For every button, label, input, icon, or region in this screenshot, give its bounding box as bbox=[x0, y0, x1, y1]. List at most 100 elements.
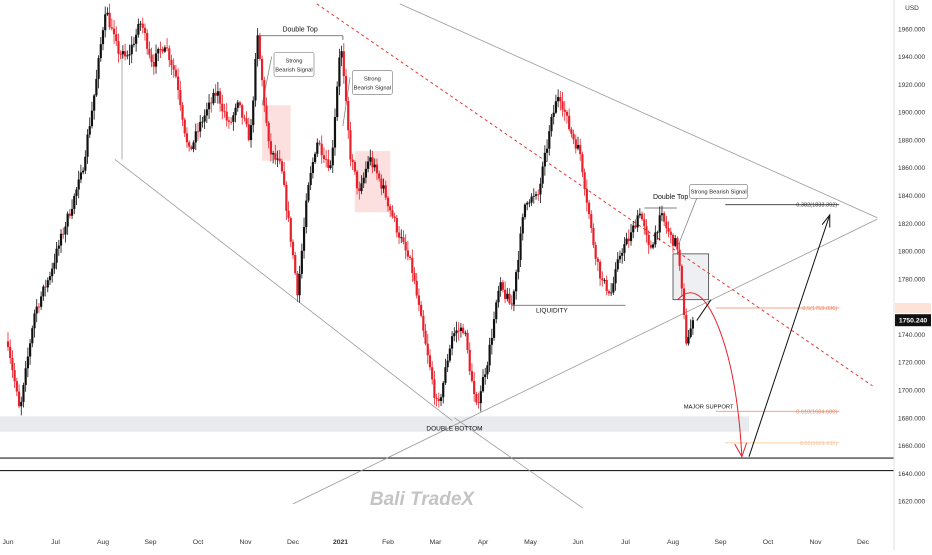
x-tick-label: Sep bbox=[714, 539, 726, 546]
candle-body bbox=[554, 101, 558, 113]
candle-body bbox=[24, 368, 27, 385]
x-tick-label: Oct bbox=[763, 539, 774, 546]
candle-body bbox=[559, 97, 562, 102]
candle-body bbox=[183, 119, 186, 134]
rising-trendline bbox=[292, 218, 878, 505]
x-tick-label: Jul bbox=[621, 539, 630, 546]
candle-body bbox=[53, 262, 56, 269]
x-tick-label: Mar bbox=[430, 539, 442, 546]
candle-body bbox=[685, 314, 688, 344]
candle-body bbox=[137, 23, 140, 35]
candle-body bbox=[203, 115, 206, 122]
y-tick-label: 1740.000 bbox=[898, 332, 925, 339]
candle-body bbox=[402, 237, 405, 242]
y-tick-label: 1640.000 bbox=[898, 471, 925, 478]
bearish-signal-label-box bbox=[273, 52, 315, 77]
candle-body bbox=[316, 142, 319, 154]
candle-body bbox=[477, 402, 480, 404]
candle-body bbox=[408, 256, 412, 258]
candle-body bbox=[484, 374, 487, 378]
candle-body bbox=[296, 273, 299, 296]
candle-body bbox=[267, 122, 270, 142]
candle-body bbox=[33, 313, 36, 329]
candle-body bbox=[152, 62, 155, 67]
liquidity-label: LIQUIDITY bbox=[536, 307, 568, 314]
candle-body bbox=[632, 225, 635, 233]
candle-body bbox=[397, 232, 401, 238]
x-tick-label: Dec bbox=[857, 539, 870, 546]
candle-body bbox=[245, 118, 248, 125]
fib-label: 0.618(1684.680) bbox=[796, 409, 837, 415]
bearish-signal-label-box bbox=[689, 184, 748, 199]
candle-body bbox=[406, 250, 409, 257]
candle-body bbox=[119, 53, 122, 55]
candle-body bbox=[59, 233, 63, 246]
candle-body bbox=[534, 194, 538, 196]
candle-body bbox=[148, 48, 151, 55]
candle-body bbox=[665, 221, 668, 229]
candle-body bbox=[90, 110, 94, 127]
callout-line bbox=[342, 77, 351, 127]
candle-body bbox=[327, 159, 330, 168]
candle-body bbox=[280, 161, 284, 172]
candle-body bbox=[106, 12, 109, 15]
candle-body bbox=[687, 336, 690, 344]
candle-body bbox=[543, 152, 546, 167]
candle-body bbox=[265, 105, 268, 123]
candle-body bbox=[523, 204, 527, 218]
candle-body bbox=[594, 245, 597, 259]
candle-body bbox=[623, 244, 626, 253]
candle-body bbox=[177, 76, 180, 91]
candle-body bbox=[601, 278, 604, 281]
double-top-label: Double Top bbox=[653, 194, 688, 201]
candle-body bbox=[329, 165, 332, 168]
candle-body bbox=[380, 178, 383, 189]
candle-body bbox=[165, 47, 169, 49]
candle-body bbox=[654, 232, 657, 245]
candle-body bbox=[313, 153, 317, 163]
candle-body bbox=[26, 356, 29, 369]
candle-body bbox=[386, 197, 390, 207]
candle-body bbox=[466, 332, 469, 351]
candle-body bbox=[570, 129, 573, 134]
candle-body bbox=[62, 233, 65, 235]
candle-body bbox=[503, 289, 507, 299]
x-tick-label: Nov bbox=[809, 539, 822, 546]
candle-body bbox=[444, 367, 447, 383]
candle-body bbox=[212, 92, 215, 104]
candle-body bbox=[112, 28, 116, 35]
candle-body bbox=[225, 111, 228, 121]
candle-body bbox=[488, 344, 491, 366]
candle-body bbox=[417, 295, 421, 305]
y-tick-label: 1880.000 bbox=[898, 137, 925, 144]
candle-body bbox=[375, 164, 379, 174]
candle-body bbox=[40, 296, 43, 307]
candle-body bbox=[256, 35, 259, 59]
currency-label: USD bbox=[905, 5, 919, 12]
candle-body bbox=[605, 279, 608, 292]
candle-body bbox=[51, 268, 54, 277]
candle-body bbox=[358, 188, 361, 192]
candle-body bbox=[674, 238, 677, 246]
candle-body bbox=[283, 171, 286, 185]
candle-body bbox=[320, 143, 323, 156]
candle-body bbox=[104, 14, 107, 31]
candle-body bbox=[17, 391, 21, 407]
candle-body bbox=[667, 228, 670, 232]
y-tick-label: 1920.000 bbox=[898, 82, 925, 89]
candle-body bbox=[424, 330, 427, 344]
y-tick-label: 1860.000 bbox=[898, 165, 925, 172]
candle-body bbox=[457, 330, 460, 332]
candle-body bbox=[272, 153, 275, 155]
x-tick-label: May bbox=[524, 539, 537, 546]
candle-body bbox=[170, 60, 173, 66]
candle-body bbox=[174, 69, 178, 77]
candle-body bbox=[325, 159, 328, 160]
candle-body bbox=[537, 194, 540, 196]
bearish-signal-label: Strong bbox=[285, 58, 302, 64]
x-tick-label: 2021 bbox=[333, 539, 348, 546]
candle-body bbox=[579, 144, 582, 155]
candle-body bbox=[492, 319, 496, 338]
candle-body bbox=[501, 282, 504, 290]
